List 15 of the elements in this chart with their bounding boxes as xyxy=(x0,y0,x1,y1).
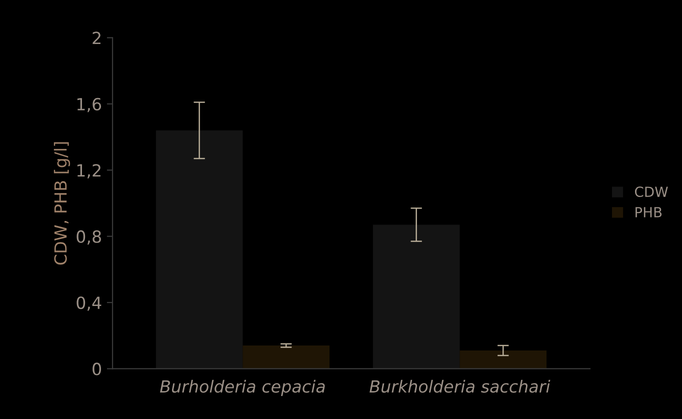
x-tick-label: Burkholderia sacchari xyxy=(370,380,550,393)
x-tick-label: Burholderia cepacia xyxy=(160,380,325,396)
bar xyxy=(372,224,460,369)
bar xyxy=(156,130,243,369)
y-tick-label: 0,8 xyxy=(76,230,101,245)
y-axis-title: CDW, PHB [g/l] xyxy=(54,142,70,265)
y-tick-label: 0,4 xyxy=(76,296,102,311)
bar xyxy=(242,346,330,369)
y-tick-label: 1,2 xyxy=(77,164,100,178)
legend-label: PHB xyxy=(636,207,662,218)
y-tick-label: 2 xyxy=(92,32,100,44)
legend-label: CDW xyxy=(634,186,668,198)
y-tick-label: 0 xyxy=(92,362,102,376)
bar xyxy=(460,350,547,369)
y-tick-label: 1,6 xyxy=(77,98,102,112)
